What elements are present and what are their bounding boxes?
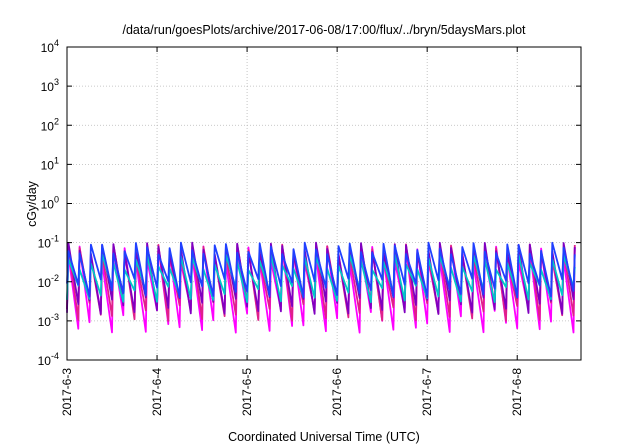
y-tick-label: 103 — [41, 77, 59, 94]
y-axis: 10-4 10-3 10-2 10-1 100 101 102 103 104 — [38, 38, 581, 368]
series-line — [66, 241, 576, 299]
x-axis-label: Coordinated Universal Time (UTC) — [228, 430, 420, 444]
x-axis: 2017-6-3 2017-6-4 2017-6-5 2017-6-6 2017-6-7… — [60, 47, 524, 416]
y-axis-label: cGy/day — [25, 180, 39, 227]
y-tick-label: 100 — [41, 195, 59, 212]
y-tick-label: 10-4 — [38, 351, 59, 368]
x-tick-label: 2017-6-3 — [60, 368, 74, 416]
x-tick-label: 2017-6-7 — [420, 368, 434, 416]
y-tick-label: 10-2 — [38, 273, 59, 290]
y-tick-label: 101 — [41, 155, 59, 172]
x-tick-label: 2017-6-4 — [150, 368, 164, 416]
x-tick-label: 2017-6-8 — [510, 368, 524, 416]
series-group — [66, 241, 576, 334]
chart-title: /data/run/goesPlots/archive/2017-06-08/1… — [122, 23, 526, 37]
y-tick-label: 10-1 — [38, 234, 59, 251]
x-tick-label: 2017-6-6 — [330, 368, 344, 416]
y-tick-label: 10-3 — [38, 312, 59, 329]
y-tick-label: 104 — [41, 38, 59, 55]
x-tick-label: 2017-6-5 — [240, 368, 254, 416]
grid — [67, 47, 581, 360]
y-tick-label: 102 — [41, 116, 59, 133]
